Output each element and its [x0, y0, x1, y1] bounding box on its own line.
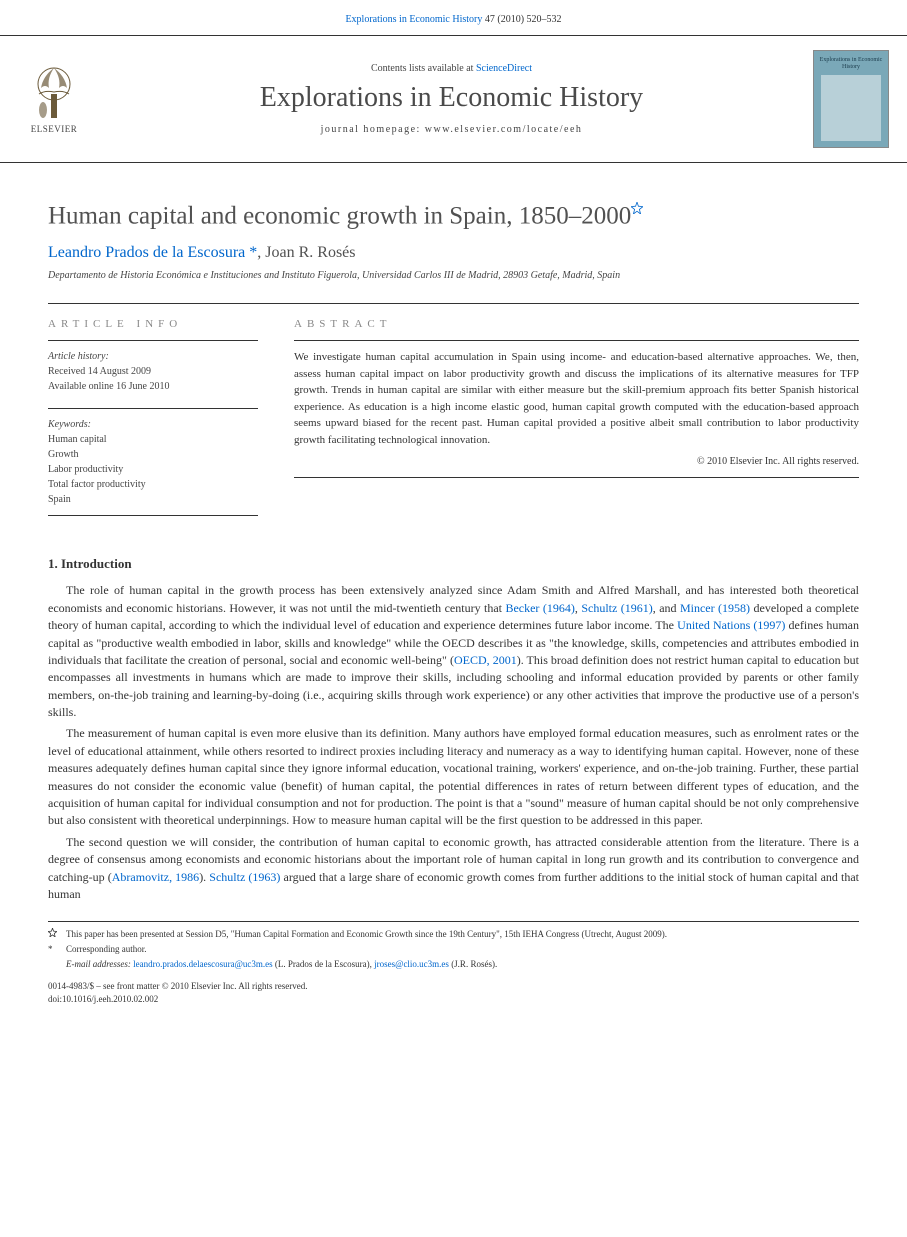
email-who-1: (L. Prados de la Escosura), [273, 959, 374, 969]
authors-line: Leandro Prados de la Escosura *, Joan R.… [48, 244, 859, 262]
header-citation: 47 (2010) 520–532 [482, 14, 561, 25]
available-date: Available online 16 June 2010 [48, 379, 258, 394]
keyword-4: Total factor productivity [48, 477, 258, 492]
keyword-1: Human capital [48, 432, 258, 447]
elsevier-logo: ELSEVIER [18, 58, 90, 140]
email-author-2[interactable]: jroses@clio.uc3m.es [374, 959, 449, 969]
section-1-heading: 1. Introduction [48, 556, 859, 572]
footnote-emails: E-mail addresses: leandro.prados.delaesc… [48, 958, 859, 971]
doi-line: doi:10.1016/j.eeh.2010.02.002 [48, 993, 859, 1006]
received-date: Received 14 August 2009 [48, 364, 258, 379]
article-history-block: Article history: Received 14 August 2009… [48, 340, 258, 394]
article-info-column: ARTICLE INFO Article history: Received 1… [48, 318, 258, 530]
email-who-2: (J.R. Rosés). [449, 959, 497, 969]
footnote-asterisk-mark: * [48, 943, 60, 956]
info-abstract-row: ARTICLE INFO Article history: Received 1… [48, 303, 859, 530]
ref-mincer-1958[interactable]: Mincer (1958) [680, 601, 750, 615]
elsevier-label: ELSEVIER [31, 124, 78, 134]
keywords-heading: Keywords: [48, 417, 258, 432]
issn-copyright-line: 0014-4983/$ – see front matter © 2010 El… [48, 980, 859, 993]
history-heading: Article history: [48, 349, 258, 364]
abstract-column: ABSTRACT We investigate human capital ac… [294, 318, 859, 530]
author-1[interactable]: Leandro Prados de la Escosura [48, 244, 249, 261]
elsevier-tree-icon [25, 64, 83, 122]
journal-title: Explorations in Economic History [108, 82, 795, 114]
title-text: Human capital and economic growth in Spa… [48, 202, 631, 229]
abstract-label: ABSTRACT [294, 318, 859, 330]
contents-available-line: Contents lists available at ScienceDirec… [108, 63, 795, 74]
email-label: E-mail addresses: [66, 959, 131, 969]
article-info-label: ARTICLE INFO [48, 318, 258, 330]
p1-seg-c: , and [653, 601, 680, 615]
header-journal-link[interactable]: Explorations in Economic History [345, 14, 482, 25]
masthead: ELSEVIER Contents lists available at Sci… [0, 35, 907, 163]
homepage-prefix: journal homepage: [321, 124, 425, 135]
article-body: Human capital and economic growth in Spa… [0, 163, 907, 1025]
abstract-copyright: © 2010 Elsevier Inc. All rights reserved… [294, 454, 859, 469]
ref-un-1997[interactable]: United Nations (1997) [677, 618, 785, 632]
article-title: Human capital and economic growth in Spa… [48, 193, 859, 230]
p3-seg-b: ). [199, 870, 209, 884]
corresponding-author-label: Corresponding author. [66, 943, 147, 956]
ref-schultz-1961[interactable]: Schultz (1961) [581, 601, 652, 615]
masthead-center: Contents lists available at ScienceDirec… [108, 63, 795, 135]
author-2: , Joan R. Rosés [257, 244, 355, 261]
keyword-5: Spain [48, 492, 258, 507]
email-author-1[interactable]: leandro.prados.delaescosura@uc3m.es [133, 959, 273, 969]
affiliation: Departamento de Historia Económica e Ins… [48, 270, 859, 281]
footnote-star-icon [48, 928, 60, 941]
intro-para-3: The second question we will consider, th… [48, 834, 859, 904]
footnote-corresponding: * Corresponding author. [48, 943, 859, 956]
running-header: Explorations in Economic History 47 (201… [0, 0, 907, 35]
homepage-url: www.elsevier.com/locate/eeh [425, 124, 583, 135]
abstract-text: We investigate human capital accumulatio… [294, 340, 859, 478]
journal-cover-thumbnail: Explorations in Economic History [813, 50, 889, 148]
intro-para-2: The measurement of human capital is even… [48, 725, 859, 829]
cover-image-placeholder [821, 75, 880, 141]
keyword-3: Labor productivity [48, 462, 258, 477]
cover-title: Explorations in Economic History [818, 57, 884, 71]
ref-becker-1964[interactable]: Becker (1964) [505, 601, 574, 615]
title-footnote-star-icon [631, 193, 643, 221]
ref-abramovitz-1986[interactable]: Abramovitz, 1986 [112, 870, 199, 884]
footnote-star: This paper has been presented at Session… [48, 928, 859, 941]
abstract-body: We investigate human capital accumulatio… [294, 351, 859, 446]
journal-homepage-line: journal homepage: www.elsevier.com/locat… [108, 124, 795, 135]
footer-meta: 0014-4983/$ – see front matter © 2010 El… [48, 980, 859, 1005]
footnote-star-text: This paper has been presented at Session… [66, 928, 667, 941]
footnotes: This paper has been presented at Session… [48, 921, 859, 970]
keywords-block: Keywords: Human capital Growth Labor pro… [48, 408, 258, 516]
intro-para-1: The role of human capital in the growth … [48, 582, 859, 721]
sciencedirect-link[interactable]: ScienceDirect [476, 63, 532, 74]
contents-prefix: Contents lists available at [371, 63, 476, 74]
ref-schultz-1963[interactable]: Schultz (1963) [209, 870, 280, 884]
keyword-2: Growth [48, 447, 258, 462]
ref-oecd-2001[interactable]: OECD, 2001 [454, 653, 517, 667]
